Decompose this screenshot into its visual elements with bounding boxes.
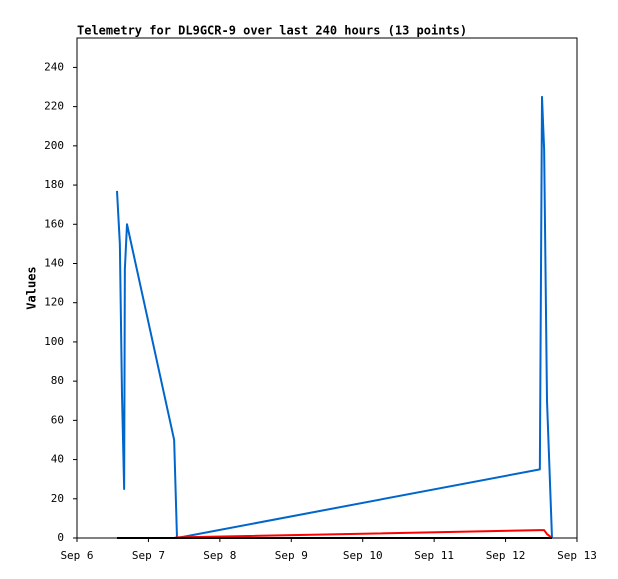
y-axis-label: Values xyxy=(25,266,39,309)
y-tick-label: 200 xyxy=(44,139,64,152)
y-tick-label: 120 xyxy=(44,296,64,309)
x-tick-label: Sep 13 xyxy=(557,549,597,562)
y-tick-label: 240 xyxy=(44,60,64,73)
y-tick-label: 40 xyxy=(51,453,64,466)
y-tick-label: 220 xyxy=(44,100,64,113)
x-tick-label: Sep 6 xyxy=(60,549,93,562)
y-tick-label: 20 xyxy=(51,492,64,505)
x-tick-label: Sep 9 xyxy=(275,549,308,562)
y-tick-label: 140 xyxy=(44,256,64,269)
chart-title: Telemetry for DL9GCR-9 over last 240 hou… xyxy=(77,24,467,38)
y-tick-label: 160 xyxy=(44,217,64,230)
x-tick-label: Sep 8 xyxy=(203,549,236,562)
x-tick-label: Sep 7 xyxy=(132,549,165,562)
y-tick-label: 180 xyxy=(44,178,64,191)
y-tick-label: 60 xyxy=(51,413,64,426)
x-tick-label: Sep 11 xyxy=(414,549,454,562)
y-tick-label: 0 xyxy=(57,531,64,544)
y-tick-label: 100 xyxy=(44,335,64,348)
series-line xyxy=(116,95,553,539)
y-tick-label: 80 xyxy=(51,374,64,387)
x-tick-label: Sep 12 xyxy=(486,549,526,562)
x-tick-label: Sep 10 xyxy=(343,549,383,562)
